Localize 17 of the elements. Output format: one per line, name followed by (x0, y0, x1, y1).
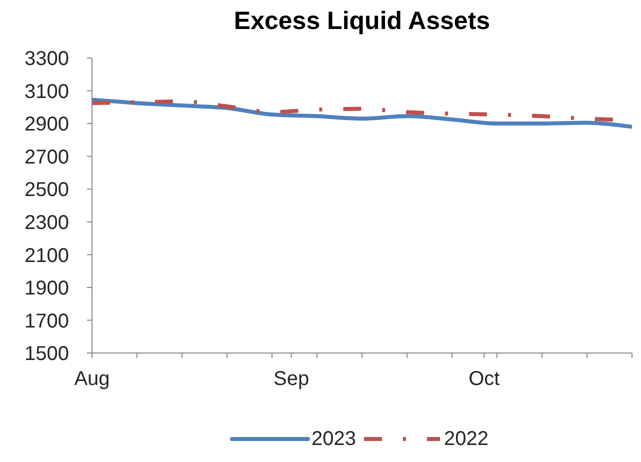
y-tick-label: 1900 (24, 278, 69, 300)
y-tick-label: 2700 (24, 146, 69, 168)
line-series (92, 98, 632, 129)
y-tick-label: 2500 (24, 179, 69, 202)
y-tick-label: 2300 (24, 212, 69, 234)
chart-title: Excess Liquid Assets (232, 6, 492, 37)
x-tick-label: Aug (74, 368, 110, 390)
y-tick-label: 1700 (24, 310, 69, 332)
x-tick-label: Sep (273, 368, 310, 390)
y-tick-label: 2100 (24, 244, 69, 267)
y-tick-label: 2900 (24, 114, 69, 136)
legend-label: 2023 (312, 427, 356, 451)
legend-label: 2022 (444, 427, 488, 451)
y-tick-label: 1500 (24, 343, 69, 366)
y-tick-label: 3100 (24, 80, 69, 103)
y-tick-label: 3300 (24, 48, 69, 70)
x-tick-label: Oct (468, 368, 500, 390)
